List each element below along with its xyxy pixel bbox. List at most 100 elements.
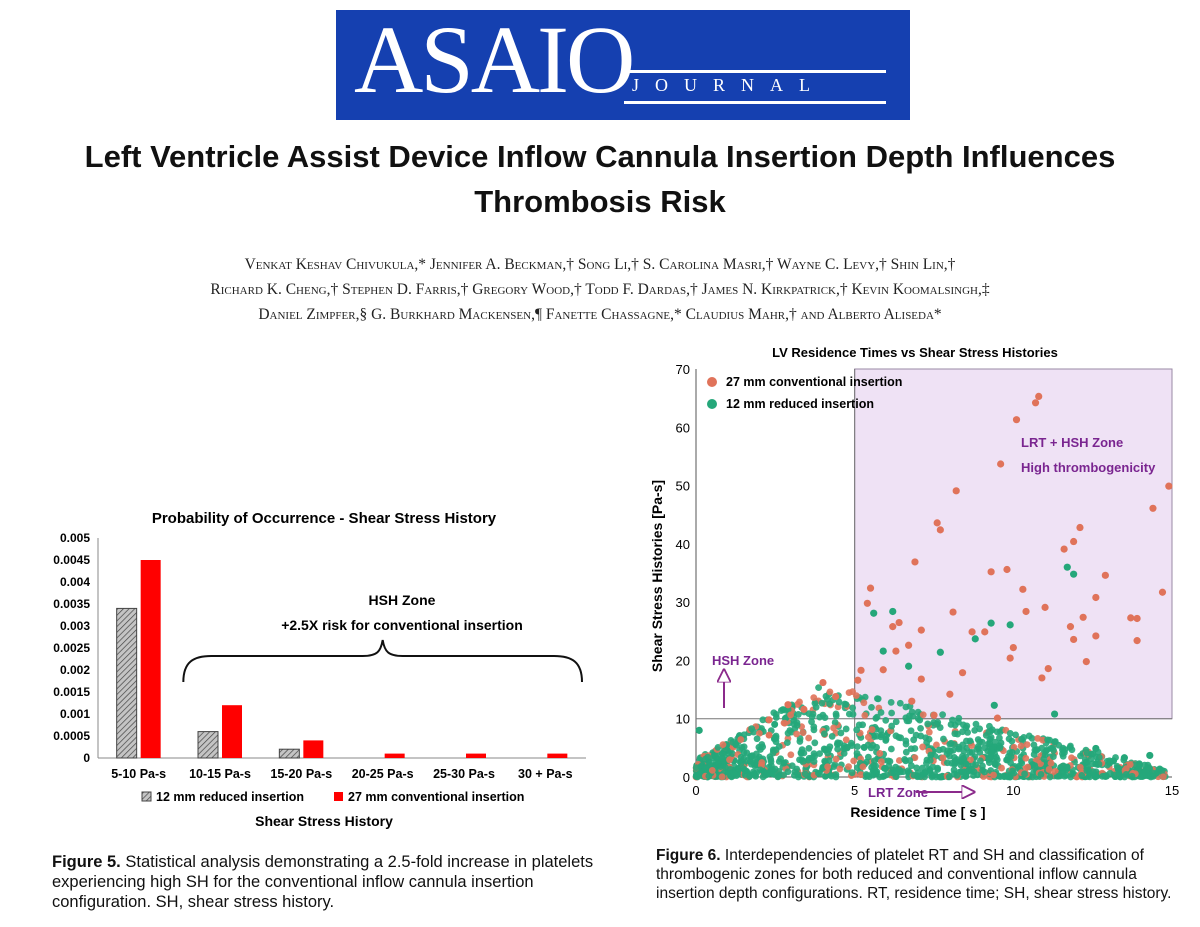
scatter-point: [903, 717, 911, 725]
scatter-point: [861, 693, 869, 701]
scatter-point-reduced: [1063, 563, 1071, 571]
legend-label-reduced: 12 mm reduced insertion: [156, 790, 304, 804]
scatter-point: [845, 689, 853, 697]
scatter-point: [996, 744, 1004, 752]
scatter-point: [1078, 772, 1086, 779]
scatter-point-conventional: [889, 623, 897, 631]
scatter-point-conventional: [863, 599, 871, 607]
scatter-point: [987, 754, 994, 762]
scatter-point: [939, 711, 947, 719]
scatter-point: [828, 732, 836, 740]
scatter-point-conventional: [1038, 674, 1046, 682]
y-tick-label: 40: [676, 537, 690, 552]
scatter-point: [820, 745, 828, 753]
scatter-point: [1089, 760, 1096, 768]
scatter-point: [1020, 733, 1028, 741]
scatter-point: [756, 766, 764, 774]
scatter-point: [1010, 769, 1018, 777]
scatter-point: [708, 766, 716, 774]
y-tick-label: 0.005: [60, 531, 90, 545]
scatter-point: [862, 771, 870, 778]
scatter-point-conventional: [1149, 504, 1157, 512]
scatter-point: [814, 769, 822, 777]
scatter-point: [953, 771, 961, 779]
journal-logo-sub: JOURNAL: [632, 75, 827, 95]
scatter-point-conventional: [987, 568, 995, 576]
scatter-point: [1049, 753, 1057, 760]
caption-text: Interdependencies of platelet RT and SH …: [656, 847, 1172, 902]
scatter-point: [884, 757, 892, 765]
scatter-point: [799, 729, 807, 737]
scatter-point: [826, 700, 833, 708]
scatter-point-conventional: [1009, 644, 1017, 652]
scatter-point: [1051, 738, 1059, 745]
scatter-point: [811, 739, 819, 747]
scatter-point: [808, 718, 815, 726]
scatter-point-conventional: [968, 628, 976, 636]
scatter-point-conventional: [879, 666, 887, 674]
scatter-point: [787, 711, 795, 719]
scatter-point: [870, 757, 878, 765]
scatter-point: [821, 757, 829, 765]
scatter-point-conventional: [854, 676, 862, 684]
logo-rule: [624, 101, 886, 104]
scatter-point: [1006, 729, 1014, 737]
scatter-point: [1055, 772, 1062, 780]
logo-rule: [624, 70, 886, 73]
x-tick-label: 0: [692, 783, 699, 798]
scatter-point: [834, 745, 842, 753]
bar-conventional: [140, 560, 161, 758]
scatter-point: [826, 743, 834, 751]
scatter-point: [1128, 772, 1136, 780]
scatter-point: [816, 750, 823, 758]
scatter-point: [820, 730, 828, 738]
scatter-point: [772, 732, 780, 740]
scatter-point: [934, 764, 941, 772]
scatter-point: [805, 734, 813, 742]
scatter-point: [1059, 762, 1067, 770]
figure-6-caption: Figure 6. Interdependencies of platelet …: [656, 846, 1186, 903]
scatter-point-conventional: [933, 519, 941, 527]
scatter-point: [1083, 749, 1091, 757]
legend-label-conventional: 27 mm conventional insertion: [726, 375, 902, 389]
scatter-point: [1033, 746, 1041, 753]
scatter-point: [935, 746, 943, 754]
scatter-point: [927, 751, 935, 759]
scatter-point-conventional: [819, 678, 827, 687]
scatter-point: [912, 731, 920, 739]
scatter-point-conventional: [1012, 416, 1021, 424]
scatter-point: [805, 710, 813, 717]
x-tick-label: 15: [1165, 783, 1179, 798]
scatter-point: [990, 771, 997, 779]
scatter-point: [869, 741, 877, 749]
scatter-point: [962, 760, 970, 768]
bar-conventional: [466, 753, 486, 758]
chart-title: LV Residence Times vs Shear Stress Histo…: [772, 345, 1058, 360]
author-line: Daniel Zimpfer,§ G. Burkhard Mackensen,¶…: [258, 306, 942, 323]
bar-reduced: [116, 607, 138, 759]
scatter-point: [1149, 769, 1156, 777]
x-tick-label: 10-15 Pa-s: [189, 767, 251, 781]
scatter-point: [913, 764, 921, 772]
scatter-point: [738, 744, 746, 751]
scatter-point-reduced: [695, 726, 703, 734]
scatter-point: [850, 757, 858, 765]
scatter-point: [843, 744, 851, 752]
scatter-point: [755, 753, 763, 761]
scatter-point-conventional: [905, 641, 913, 649]
bar-conventional: [384, 753, 405, 758]
scatter-point: [868, 726, 876, 733]
y-tick-label: 0.002: [60, 663, 90, 677]
lrt-hsh-zone: [854, 368, 1173, 720]
figure-5-caption: Figure 5. Statistical analysis demonstra…: [52, 852, 622, 912]
scatter-point: [895, 757, 903, 764]
scatter-point: [1050, 746, 1057, 754]
scatter-point-reduced: [889, 607, 897, 616]
scatter-point: [892, 718, 900, 726]
scatter-point: [771, 721, 779, 728]
scatter-point: [916, 716, 924, 724]
scatter-point: [874, 695, 882, 703]
scatter-point: [864, 733, 872, 741]
scatter-point: [714, 744, 722, 751]
scatter-point: [801, 770, 809, 778]
